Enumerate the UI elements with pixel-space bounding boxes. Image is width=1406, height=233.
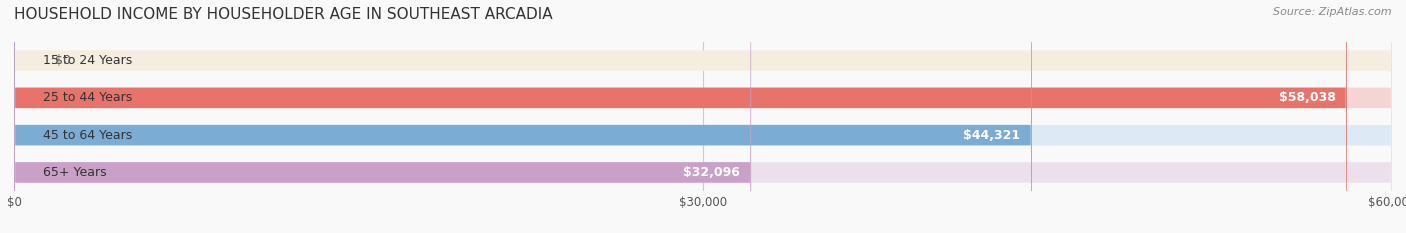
Text: 65+ Years: 65+ Years	[44, 166, 107, 179]
Text: 45 to 64 Years: 45 to 64 Years	[44, 129, 132, 142]
Text: Source: ZipAtlas.com: Source: ZipAtlas.com	[1274, 7, 1392, 17]
Text: $0: $0	[55, 54, 72, 67]
FancyBboxPatch shape	[14, 0, 1392, 233]
Text: 15 to 24 Years: 15 to 24 Years	[44, 54, 132, 67]
FancyBboxPatch shape	[14, 0, 1392, 233]
FancyBboxPatch shape	[14, 0, 1392, 233]
Text: $32,096: $32,096	[683, 166, 740, 179]
FancyBboxPatch shape	[14, 0, 751, 233]
Text: $58,038: $58,038	[1278, 91, 1336, 104]
Text: 25 to 44 Years: 25 to 44 Years	[44, 91, 132, 104]
FancyBboxPatch shape	[14, 0, 1347, 233]
Text: HOUSEHOLD INCOME BY HOUSEHOLDER AGE IN SOUTHEAST ARCADIA: HOUSEHOLD INCOME BY HOUSEHOLDER AGE IN S…	[14, 7, 553, 22]
Text: $44,321: $44,321	[963, 129, 1021, 142]
FancyBboxPatch shape	[14, 0, 1392, 233]
FancyBboxPatch shape	[14, 0, 1032, 233]
